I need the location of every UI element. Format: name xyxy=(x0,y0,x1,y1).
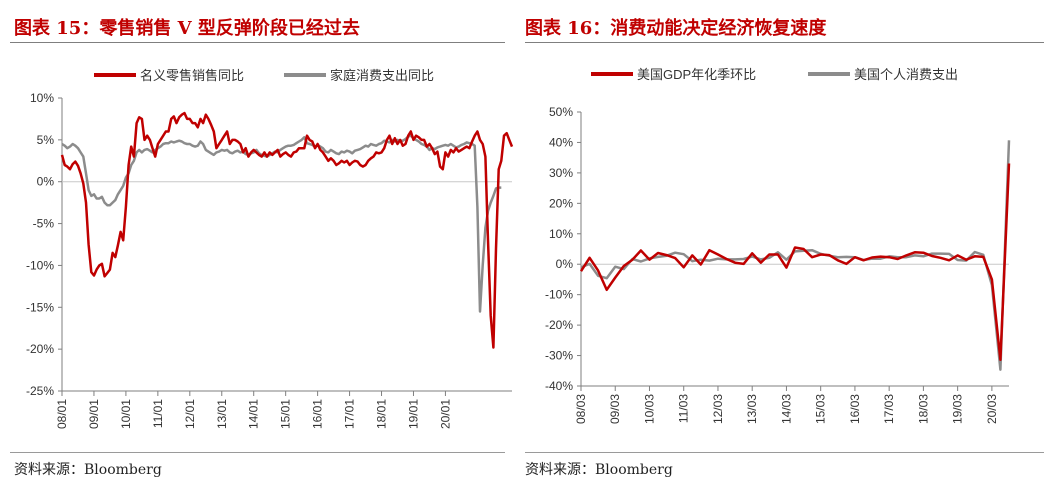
x-tick-label: 14/01 xyxy=(247,399,261,429)
x-tick-label: 10/03 xyxy=(642,394,656,424)
y-tick-label: -10% xyxy=(545,288,573,302)
source-note: 资料来源：Bloomberg xyxy=(14,462,162,478)
source-note: 资料来源：Bloomberg xyxy=(525,462,673,478)
y-tick-label: -20% xyxy=(545,318,573,332)
x-tick-label: 12/01 xyxy=(183,399,197,429)
y-tick-label: -5% xyxy=(33,217,55,231)
x-tick-label: 20/01 xyxy=(438,399,452,429)
x-tick-label: 20/03 xyxy=(985,394,999,424)
x-tick-label: 13/01 xyxy=(215,399,229,429)
y-tick-label: -10% xyxy=(26,258,54,272)
x-tick-label: 17/01 xyxy=(343,399,357,429)
title-divider xyxy=(525,42,1044,43)
x-tick-label: 11/01 xyxy=(151,399,165,428)
x-tick-label: 08/03 xyxy=(574,394,588,424)
x-tick-label: 15/01 xyxy=(279,399,293,429)
legend-label: 名义零售销售同比 xyxy=(140,68,244,83)
y-tick-label: 10% xyxy=(30,91,54,105)
chart-title: 图表 16：消费动能决定经济恢复速度 xyxy=(525,18,827,39)
x-tick-label: 19/03 xyxy=(951,394,965,424)
y-tick-label: -25% xyxy=(26,384,54,398)
y-tick-label: 5% xyxy=(37,133,55,147)
gdp-consumption-line-chart: -40% -30% -20% -10% 0% 10% 20% 30% 40% 50% 08/03 09… xyxy=(545,67,1011,424)
x-tick-label: 09/01 xyxy=(87,399,101,429)
x-tick-label: 18/03 xyxy=(916,394,930,424)
chart-title: 图表 15：零售销售 V 型反弹阶段已经过去 xyxy=(14,18,360,39)
title-divider xyxy=(10,42,505,43)
x-tick-label: 08/01 xyxy=(55,399,69,429)
series-line-0 xyxy=(60,111,514,349)
y-tick-label: 0% xyxy=(556,257,574,271)
x-tick-label: 16/03 xyxy=(848,394,862,424)
y-tick-label: -20% xyxy=(26,342,54,356)
x-tick-label: 19/01 xyxy=(406,399,420,429)
retail-sales-line-chart: -25% -20% -15% -10% -5% 0% 5% 10% 08/01 09/01 10/0… xyxy=(26,68,514,429)
x-tick-label: 18/01 xyxy=(375,399,389,429)
y-tick-label: 30% xyxy=(549,166,573,180)
series-line-1 xyxy=(61,134,502,313)
y-tick-label: 10% xyxy=(549,227,573,241)
x-tick-label: 14/03 xyxy=(779,394,793,424)
y-tick-label: -30% xyxy=(545,349,573,363)
x-tick-label: 12/03 xyxy=(711,394,725,424)
y-tick-label: -40% xyxy=(545,379,573,393)
x-tick-label: 17/03 xyxy=(882,394,896,424)
x-tick-label: 16/01 xyxy=(311,399,325,429)
x-tick-label: 10/01 xyxy=(119,399,133,429)
footer-divider xyxy=(10,452,505,453)
y-tick-label: 50% xyxy=(549,105,573,119)
x-tick-label: 11/03 xyxy=(677,394,691,423)
y-tick-label: 20% xyxy=(549,196,573,210)
legend-label: 家庭消费支出同比 xyxy=(330,68,434,83)
series-line-0 xyxy=(579,163,1011,362)
left-chart-panel: 图表 15：零售销售 V 型反弹阶段已经过去 -25% -20% -15% -10% -… xyxy=(0,0,515,499)
footer-divider xyxy=(525,452,1044,453)
x-tick-label: 15/03 xyxy=(814,394,828,424)
y-tick-label: -15% xyxy=(26,300,54,314)
y-tick-label: 0% xyxy=(37,175,55,189)
legend-label: 美国GDP年化季环比 xyxy=(637,67,756,82)
x-tick-label: 09/03 xyxy=(608,394,622,424)
legend-label: 美国个人消费支出 xyxy=(854,67,958,82)
x-tick-label: 13/03 xyxy=(745,394,759,424)
y-tick-label: 40% xyxy=(549,135,573,149)
right-chart-panel: 图表 16：消费动能决定经济恢复速度 -40% -30% -20% -10% 0% 10%… xyxy=(515,0,1054,499)
